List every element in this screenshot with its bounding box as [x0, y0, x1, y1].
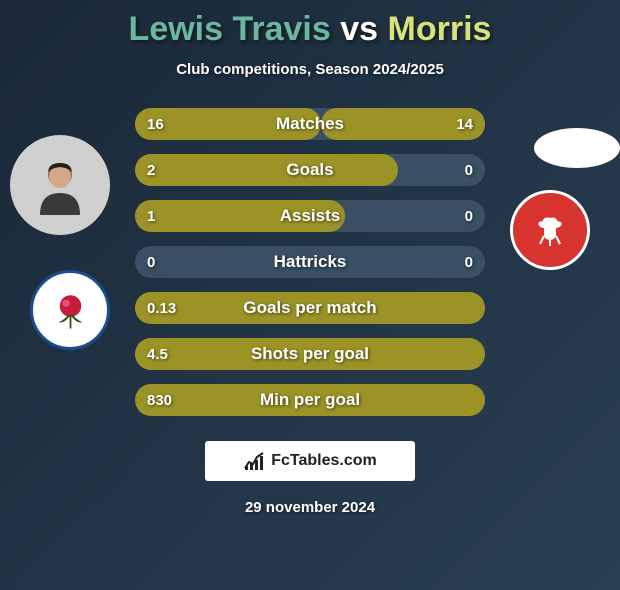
stat-label: Shots per goal: [135, 344, 485, 364]
person-icon: [30, 155, 90, 215]
stat-value-right: 14: [456, 116, 473, 133]
player-left-avatar: [10, 135, 110, 235]
player-right-name: Morris: [388, 10, 492, 48]
stat-label: Assists: [135, 206, 485, 226]
stat-label: Min per goal: [135, 390, 485, 410]
comparison-title: Lewis Travis vs Morris: [0, 10, 620, 49]
stat-label: Goals: [135, 160, 485, 180]
subtitle: Club competitions, Season 2024/2025: [0, 61, 620, 78]
club-right-logo: [510, 190, 590, 270]
stat-value-right: 0: [465, 208, 473, 225]
stat-row: 1Assists0: [135, 200, 485, 232]
stat-row: 0Hattricks0: [135, 246, 485, 278]
site-name: FcTables.com: [271, 452, 377, 470]
stat-row: 0.13Goals per match: [135, 292, 485, 324]
stat-value-right: 0: [465, 254, 473, 271]
stat-label: Hattricks: [135, 252, 485, 272]
chart-icon: [243, 450, 265, 472]
stat-row: 830Min per goal: [135, 384, 485, 416]
stat-label: Matches: [135, 114, 485, 134]
vs-label: vs: [340, 10, 378, 48]
footer-date: 29 november 2024: [0, 499, 620, 516]
stat-row: 4.5Shots per goal: [135, 338, 485, 370]
stat-value-right: 0: [465, 162, 473, 179]
stat-row: 16Matches14: [135, 108, 485, 140]
stat-row: 2Goals0: [135, 154, 485, 186]
player-left-name: Lewis Travis: [129, 10, 331, 48]
stat-label: Goals per match: [135, 298, 485, 318]
fctables-logo[interactable]: FcTables.com: [205, 441, 415, 481]
stats-table: 16Matches142Goals01Assists00Hattricks00.…: [135, 108, 485, 416]
player-right-avatar: [534, 128, 620, 168]
club-left-logo: [30, 270, 110, 350]
rose-icon: [48, 288, 93, 333]
lion-icon: [530, 210, 570, 250]
